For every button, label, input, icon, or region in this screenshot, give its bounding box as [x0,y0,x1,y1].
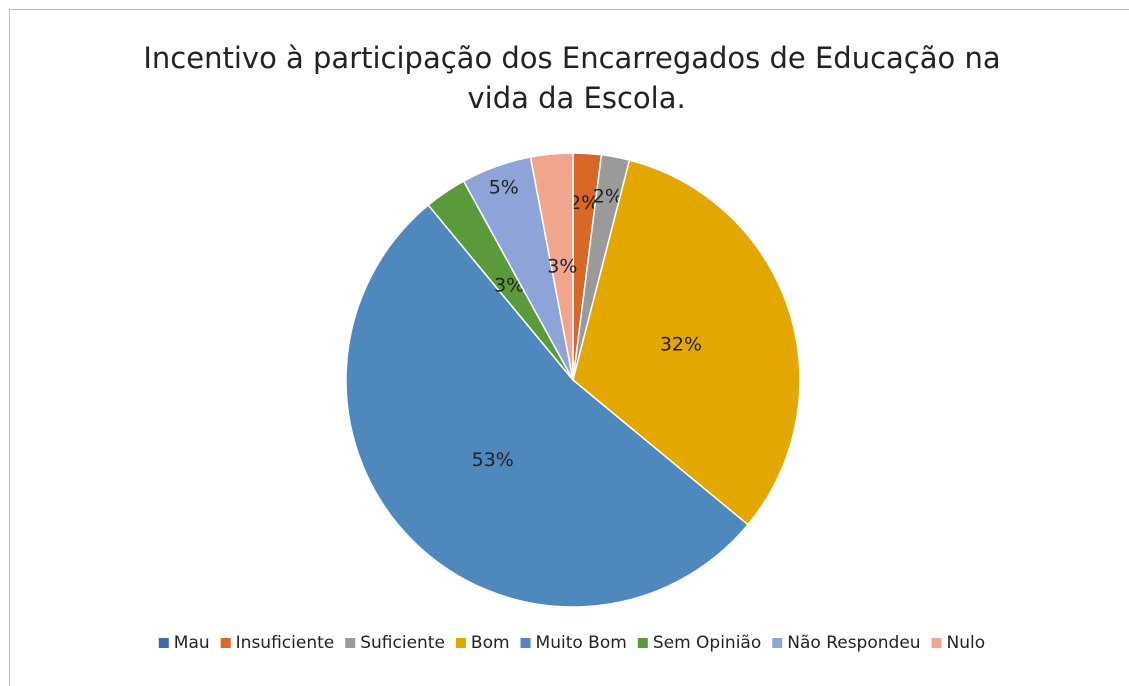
legend-label: Insuficiente [236,633,335,653]
legend-label: Bom [471,633,510,653]
legend-swatch [345,638,356,648]
data-label: 5% [489,176,519,198]
data-label: 2% [593,186,623,208]
legend-swatch [158,638,169,648]
data-label: 2% [569,192,599,214]
legend-label: Suficiente [360,633,445,653]
data-label: 3% [547,256,577,278]
legend-label: Não Respondeu [787,633,920,653]
legend-swatch [220,638,231,648]
data-label: 3% [494,275,524,297]
legend-swatch [772,638,783,648]
data-label: 32% [660,333,702,355]
legend-label: Muito Bom [536,633,627,653]
legend: Mau Insuficiente Suficiente Bom Muito Bom Sem… [158,633,986,653]
legend-label: Sem Opinião [653,633,761,653]
legend-swatch [455,638,466,648]
data-label: 53% [472,449,514,471]
legend-swatch [520,638,531,648]
chart-title: Incentivo à participação dos Encarregado… [143,41,1000,115]
pie-slice [345,204,749,608]
legend-label: Nulo [947,633,986,653]
legend-label: Mau [174,633,210,653]
pie-slice [572,159,801,526]
legend-swatch [931,638,942,648]
pie-slice [529,152,574,381]
legend-swatch [637,638,648,648]
